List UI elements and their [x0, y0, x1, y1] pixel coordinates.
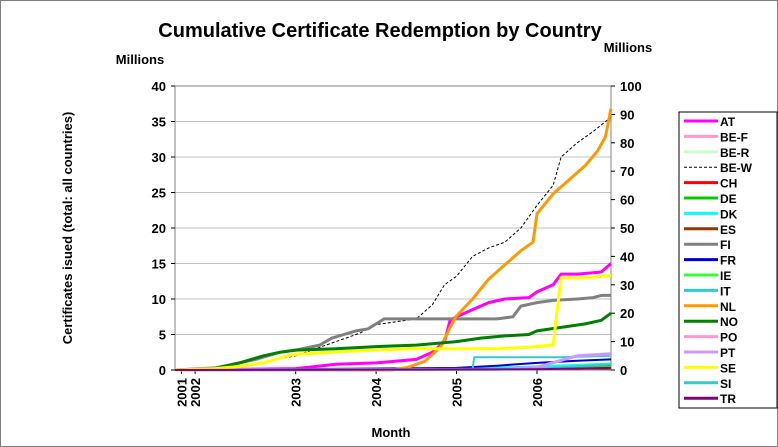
x-tick-label: 2002 [188, 378, 203, 407]
left-tick-label: 10 [152, 292, 166, 307]
series-line-se [174, 274, 612, 372]
legend-label-de: DE [720, 192, 737, 206]
x-tick-label: 2006 [530, 378, 545, 407]
series-line-no [174, 311, 612, 372]
legend-label-es: ES [720, 223, 736, 237]
legend-label-be-f: BE-F [720, 130, 748, 144]
left-tick-label: 35 [152, 115, 166, 130]
y-axis-label: Certificates isued (total: all countries… [60, 112, 75, 345]
legend-label-dk: DK [720, 207, 738, 221]
legend-label-tr: TR [720, 392, 736, 406]
right-tick-label: 10 [620, 335, 634, 350]
right-y-ticks: 0 10 20 30 40 50 60 70 80 90 100 [611, 79, 642, 378]
x-tick-label: 2004 [369, 377, 384, 407]
left-tick-label: 15 [152, 257, 166, 272]
legend-label-be-w: BE-W [720, 161, 753, 175]
right-tick-label: 100 [620, 79, 642, 94]
right-tick-label: 40 [620, 249, 634, 264]
left-axis-unit: Millions [116, 52, 164, 67]
right-tick-label: 80 [620, 136, 634, 151]
left-y-ticks: 0 5 10 15 20 25 30 35 40 [152, 79, 175, 378]
x-tick-label: 2003 [289, 378, 304, 407]
left-tick-label: 20 [152, 221, 166, 236]
legend-label-se: SE [720, 361, 736, 375]
right-tick-label: 60 [620, 193, 634, 208]
series-line-be-w [174, 116, 612, 371]
legend-label-po: PO [720, 331, 737, 345]
legend-label-si: SI [720, 377, 731, 391]
right-tick-label: 30 [620, 278, 634, 293]
series-line-fi [174, 293, 611, 372]
gridlines [175, 85, 611, 371]
legend-label-ie: IE [720, 269, 731, 283]
right-axis-unit: Millions [604, 40, 652, 55]
x-tick-label: 2005 [450, 378, 465, 407]
x-tick-label: 2001 [174, 378, 189, 407]
x-axis-label: Month [372, 425, 411, 440]
left-tick-label: 0 [159, 363, 166, 378]
legend-label-nl: NL [720, 300, 736, 314]
legend-label-it: IT [720, 284, 731, 298]
left-tick-label: 30 [152, 150, 166, 165]
right-tick-label: 90 [620, 107, 634, 122]
legend-label-be-r: BE-R [720, 146, 750, 160]
legend-label-at: AT [720, 115, 736, 129]
right-tick-label: 50 [620, 221, 634, 236]
series-line-at [174, 262, 612, 372]
right-tick-label: 0 [620, 363, 627, 378]
legend-label-pt: PT [720, 346, 736, 360]
legend-label-no: NO [720, 315, 738, 329]
chart-title: Cumulative Certificate Redemption by Cou… [158, 20, 602, 42]
legend-label-ch: CH [720, 177, 737, 191]
left-tick-label: 40 [152, 79, 166, 94]
legend-label-fi: FI [720, 238, 731, 252]
left-tick-label: 25 [152, 186, 166, 201]
legend-label-fr: FR [720, 254, 736, 268]
series-lines [174, 108, 613, 372]
left-tick-label: 5 [159, 328, 166, 343]
right-tick-label: 70 [620, 164, 634, 179]
series-line-nl [175, 108, 613, 372]
right-tick-label: 20 [620, 306, 634, 321]
series-line-tr [174, 366, 612, 371]
